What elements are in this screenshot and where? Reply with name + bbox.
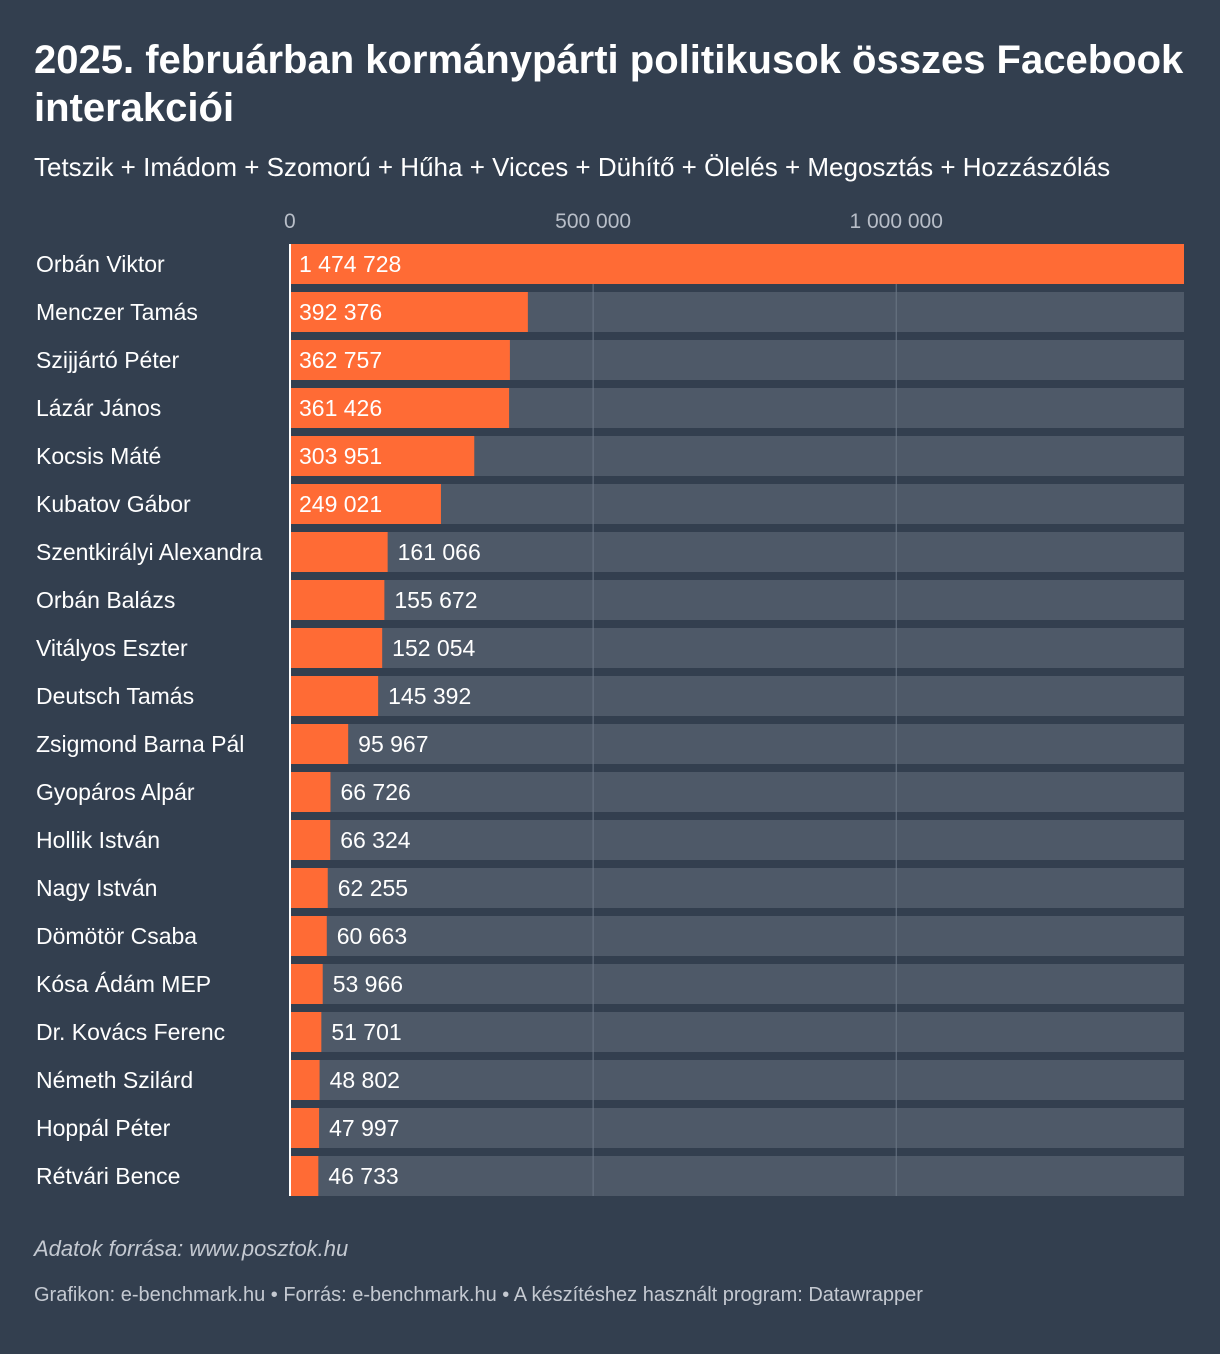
category-label: Zsigmond Barna Pál [36,731,244,757]
bar-track [290,676,1184,716]
category-label: Németh Szilárd [36,1067,193,1093]
category-label: Kósa Ádám MEP [36,971,211,997]
value-label: 46 733 [328,1163,398,1189]
bar [290,820,331,860]
value-label: 1 474 728 [299,251,401,277]
bar-track [290,964,1184,1004]
value-label: 145 392 [388,683,471,709]
category-label: Szijjártó Péter [36,347,180,373]
bar [290,340,510,380]
bar-track [290,820,1184,860]
bar [290,916,327,956]
category-label: Hoppál Péter [36,1115,171,1141]
bar [290,1012,322,1052]
category-label: Kocsis Máté [36,443,161,469]
category-label: Vitályos Eszter [36,635,188,661]
value-label: 362 757 [299,347,382,373]
bar [290,244,1184,284]
x-tick-label: 0 [284,210,296,233]
bar-track [290,580,1184,620]
bar [290,868,328,908]
credits-footer: Grafikon: e-benchmark.hu • Forrás: e-ben… [34,1284,923,1306]
value-label: 60 663 [337,923,407,949]
bar [290,628,383,668]
category-label: Dr. Kovács Ferenc [36,1019,225,1045]
category-label: Orbán Viktor [36,251,165,277]
value-label: 51 701 [331,1019,401,1045]
bar [290,388,510,428]
bar [290,964,323,1004]
x-tick-label: 1 000 000 [849,210,942,233]
value-label: 303 951 [299,443,382,469]
bar-track [290,1012,1184,1052]
bar-track [290,724,1184,764]
value-label: 47 997 [329,1115,399,1141]
value-label: 48 802 [330,1067,400,1093]
bar-chart: 0 500 000 1 000 000 Orbán Viktor 1 474 728 Me… [36,210,1184,1196]
bar-track [290,1108,1184,1148]
data-source-note: Adatok forrása: www.posztok.hu [34,1236,349,1261]
bar [290,772,331,812]
category-label: Rétvári Bence [36,1163,180,1189]
bar-track [290,868,1184,908]
category-label: Deutsch Tamás [36,683,194,709]
chart-title: 2025. februárban kormánypárti politikuso… [34,38,1184,130]
bar-track [290,532,1184,572]
bar [290,1156,319,1196]
value-label: 249 021 [299,491,382,517]
bar [290,724,349,764]
category-label: Szentkirályi Alexandra [36,539,262,565]
bar [290,676,379,716]
value-label: 95 967 [358,731,428,757]
bar-track [290,628,1184,668]
category-label: Nagy István [36,875,157,901]
value-label: 161 066 [398,539,481,565]
category-label: Gyopáros Alpár [36,779,195,805]
category-label: Menczer Tamás [36,299,198,325]
bar [290,436,475,476]
bar [290,1108,320,1148]
bar [290,532,388,572]
bar-track [290,1156,1184,1196]
chart-subtitle: Tetszik + Imádom + Szomorú + Hűha + Vicc… [34,152,1111,182]
bar [290,484,441,524]
bar [290,1060,320,1100]
value-label: 66 726 [340,779,410,805]
category-label: Kubatov Gábor [36,491,191,517]
value-label: 361 426 [299,395,382,421]
category-label: Hollik István [36,827,160,853]
value-label: 155 672 [394,587,477,613]
category-label: Lázár János [36,395,161,421]
bar-track [290,916,1184,956]
bar [290,292,528,332]
category-label: Dömötör Csaba [36,923,197,949]
value-label: 152 054 [392,635,475,661]
value-label: 62 255 [338,875,408,901]
bar [290,580,385,620]
bar-track [290,1060,1184,1100]
bar-track [290,772,1184,812]
x-tick-label: 500 000 [555,210,631,233]
value-label: 66 324 [340,827,411,853]
value-label: 53 966 [333,971,403,997]
value-label: 392 376 [299,299,382,325]
category-label: Orbán Balázs [36,587,175,613]
